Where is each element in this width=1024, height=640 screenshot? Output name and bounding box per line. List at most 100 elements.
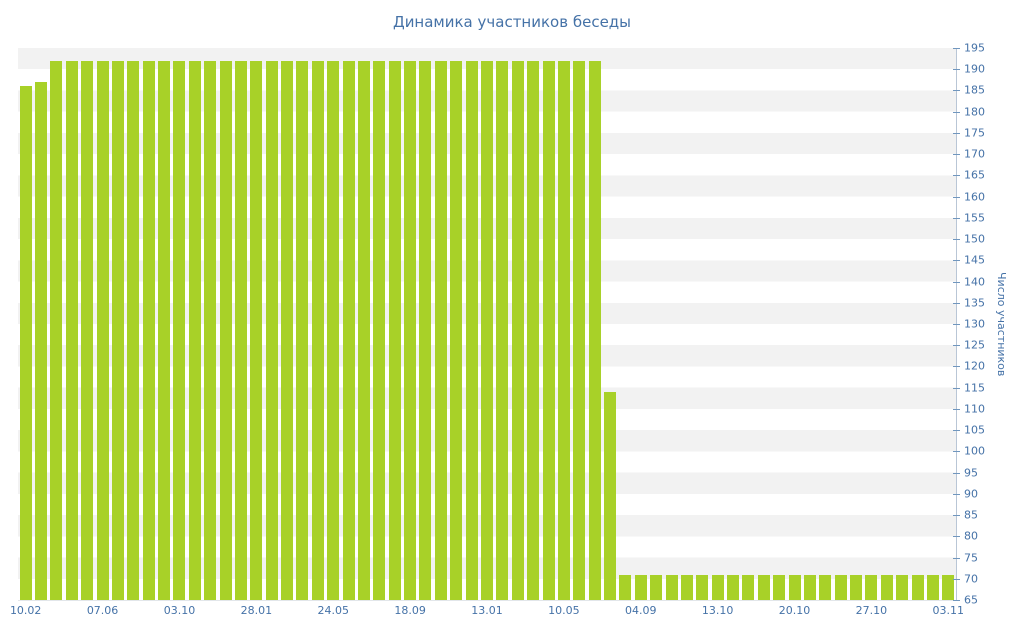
y-tick-label: 110 <box>964 402 985 416</box>
bar <box>127 60 140 600</box>
y-tick-label: 100 <box>964 444 985 458</box>
bar <box>96 60 109 600</box>
chart-title: Динамика участников беседы <box>392 13 632 31</box>
y-tick-label: 150 <box>964 232 985 246</box>
bar <box>434 60 447 600</box>
y-axis-tick <box>953 302 960 304</box>
y-tick-label: 120 <box>964 359 985 373</box>
bar <box>834 574 847 600</box>
y-axis-tick <box>953 48 960 49</box>
bar <box>465 60 478 600</box>
y-tick-label: 140 <box>964 275 985 289</box>
bar <box>665 574 678 600</box>
bar <box>35 81 48 600</box>
bar <box>542 60 555 600</box>
bar <box>81 60 94 600</box>
bar <box>588 60 601 600</box>
x-tick-label: 10.02 <box>9 604 42 617</box>
bar <box>419 60 432 600</box>
y-tick-label: 190 <box>964 62 985 76</box>
bar <box>173 60 186 600</box>
bar <box>327 60 340 600</box>
bar <box>65 60 78 600</box>
bar <box>342 60 355 600</box>
y-axis-tick <box>953 366 960 368</box>
bar <box>942 574 955 600</box>
plot-area <box>18 48 956 601</box>
bar <box>604 391 617 600</box>
y-tick-label: 130 <box>964 317 985 331</box>
y-axis-tick <box>953 324 960 325</box>
x-tick-label: 18.09 <box>394 604 426 617</box>
y-tick-label: 75 <box>964 551 978 565</box>
bar <box>619 574 632 600</box>
y-axis-tick <box>953 281 960 283</box>
y-axis-tick <box>953 430 960 432</box>
bar <box>450 60 463 600</box>
y-axis-tick <box>953 493 960 495</box>
y-tick-label: 155 <box>964 211 985 225</box>
x-tick-label: 20.10 <box>778 604 811 617</box>
y-tick-label: 105 <box>964 423 985 437</box>
y-axis-tick <box>953 90 960 92</box>
bar <box>788 574 801 600</box>
bar <box>711 574 724 600</box>
bar <box>111 60 124 600</box>
bar <box>311 60 324 600</box>
y-tick-label: 180 <box>964 105 985 119</box>
x-tick-label: 24.05 <box>317 604 349 617</box>
y-tick-label: 160 <box>964 190 985 204</box>
y-tick-label: 90 <box>964 487 978 501</box>
y-axis-tick <box>953 472 960 474</box>
x-tick-label: 10.05 <box>548 604 580 617</box>
bar <box>696 574 709 600</box>
bar <box>19 86 32 600</box>
y-axis-tick <box>953 451 960 453</box>
bar <box>634 574 647 600</box>
bar <box>926 574 939 600</box>
y-axis-tick <box>953 600 960 601</box>
y-tick-label: 115 <box>964 381 985 395</box>
bar <box>496 60 509 600</box>
bars-layer <box>18 48 956 600</box>
y-axis-tick <box>953 154 960 156</box>
bar <box>296 60 309 600</box>
y-axis-tick <box>953 515 960 517</box>
bar <box>757 574 770 600</box>
bar <box>557 60 570 600</box>
bar <box>204 60 217 600</box>
bar <box>865 574 878 600</box>
y-axis-tick <box>953 408 960 410</box>
y-axis-tick <box>953 69 960 71</box>
y-tick-label: 165 <box>964 168 985 182</box>
bar <box>650 574 663 600</box>
x-tick-label: 27.10 <box>855 604 888 617</box>
y-axis-tick <box>953 196 960 198</box>
bar <box>219 60 232 600</box>
y-tick-label: 135 <box>964 296 985 310</box>
y-axis-tick <box>953 239 960 241</box>
y-axis-title-text: Число участников <box>995 271 1008 377</box>
bar <box>50 60 63 600</box>
x-tick-label: 13.01 <box>471 604 503 617</box>
y-axis-tick <box>953 387 960 389</box>
bar <box>511 60 524 600</box>
bar <box>896 574 909 600</box>
x-tick-label: 03.11 <box>932 604 965 617</box>
y-tick-label: 145 <box>964 253 985 267</box>
bar <box>357 60 370 600</box>
y-tick-label: 65 <box>964 593 978 607</box>
bar <box>742 574 755 600</box>
y-tick-label: 70 <box>964 572 978 586</box>
y-tick-label: 175 <box>964 126 985 140</box>
bar <box>773 574 786 600</box>
x-tick-label: 28.01 <box>240 604 273 617</box>
y-axis-tick <box>953 557 960 559</box>
x-tick-label: 04.09 <box>625 604 657 617</box>
bar <box>727 574 740 600</box>
bar <box>373 60 386 600</box>
x-tick-label: 13.10 <box>701 604 734 617</box>
x-tick-label: 07.06 <box>86 604 119 617</box>
bar <box>158 60 171 600</box>
y-tick-label: 185 <box>964 83 985 97</box>
